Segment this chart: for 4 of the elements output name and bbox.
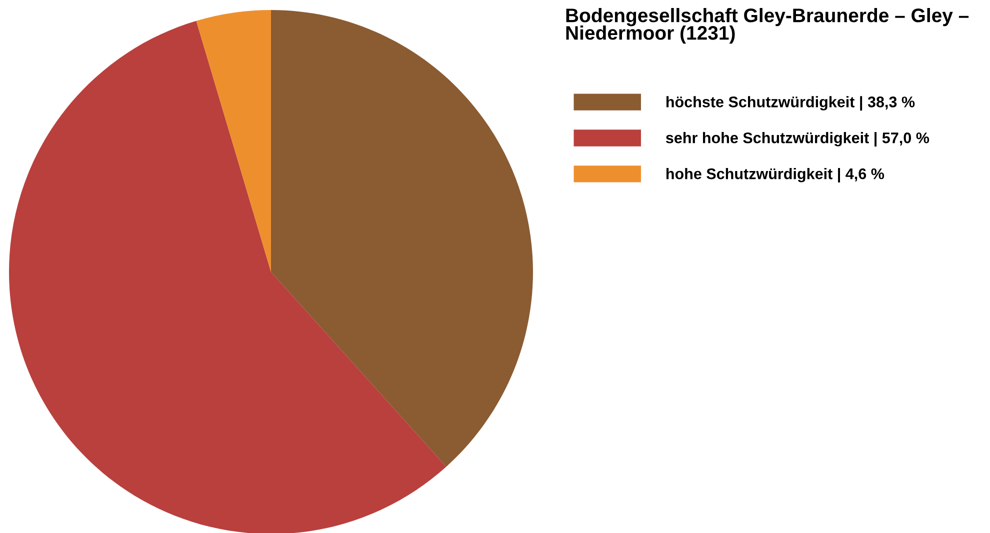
legend-label: hohe Schutzwürdigkeit | 4,6 % [666,168,884,182]
legend-label: sehr hohe Schutzwürdigkeit | 57,0 % [666,132,930,147]
chart-title: Bodengesellschaft Gley-Braunerde – Gley – Niedermoor (1231) [566,8,969,44]
legend-label: höchste Schutzwürdigkeit | 38,3 % [666,96,915,111]
